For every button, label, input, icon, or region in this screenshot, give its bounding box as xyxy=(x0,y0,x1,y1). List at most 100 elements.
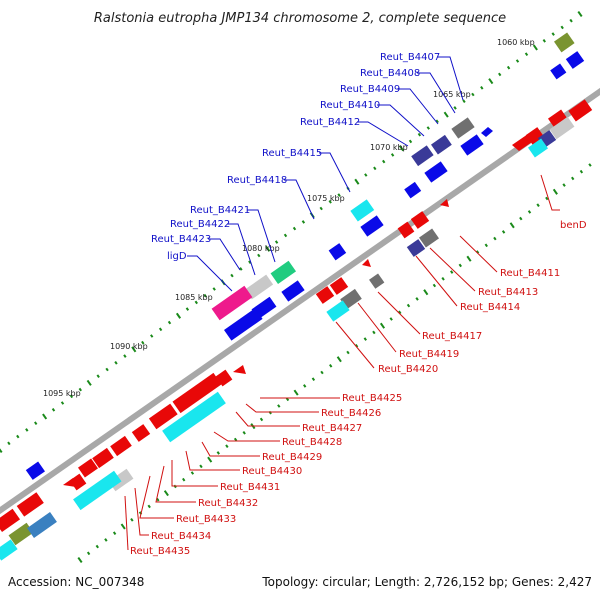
label-Reut_B4413[interactable]: Reut_B4413 xyxy=(478,287,538,298)
inner-tick-mark xyxy=(86,551,91,556)
label-Reut_B4407[interactable]: Reut_B4407 xyxy=(380,52,440,63)
gene-red-b[interactable] xyxy=(548,109,568,129)
label-Reut_B4415[interactable]: Reut_B4415 xyxy=(262,148,322,159)
gene-grey-d[interactable] xyxy=(340,288,362,310)
tick-label-1090: 1090 kbp xyxy=(110,342,148,351)
outer-tick-mark xyxy=(60,401,65,405)
gene-navy-a[interactable] xyxy=(431,134,452,155)
label-Reut_B4425[interactable]: Reut_B4425 xyxy=(342,393,402,404)
gene-red-m[interactable] xyxy=(172,372,222,414)
gene-red-o[interactable] xyxy=(131,424,151,442)
label-Reut_B4412[interactable]: Reut_B4412 xyxy=(300,117,360,128)
gene-cyan-d[interactable] xyxy=(326,300,350,322)
gene-red-g[interactable] xyxy=(397,221,415,239)
gene-cyan-b[interactable] xyxy=(0,539,18,561)
outer-tick-mark xyxy=(532,44,538,51)
gene-blue-h[interactable] xyxy=(328,243,347,261)
gene-red-f[interactable] xyxy=(410,211,430,229)
gene-olive[interactable] xyxy=(554,32,575,53)
gene-blue-i[interactable] xyxy=(281,280,305,302)
gene-cyan-f[interactable] xyxy=(73,470,122,511)
outer-tick-mark xyxy=(131,346,137,353)
gene-blue-g[interactable] xyxy=(360,215,384,237)
label-Reut_B4423[interactable]: Reut_B4423 xyxy=(151,234,211,245)
inner-tick-mark xyxy=(415,297,419,301)
label-Reut_B4433[interactable]: Reut_B4433 xyxy=(176,514,236,525)
gene-cyan-c[interactable] xyxy=(528,138,548,158)
gene-blue-c[interactable] xyxy=(481,127,493,137)
outer-tick-mark xyxy=(51,407,56,412)
gene-blue-l[interactable] xyxy=(25,461,45,480)
gene-grey-c[interactable] xyxy=(369,273,385,289)
gene-blue-d[interactable] xyxy=(460,134,484,156)
gene-red-p[interactable] xyxy=(110,435,132,457)
label-Reut_B4427[interactable]: Reut_B4427 xyxy=(302,423,362,434)
gene-steelblue[interactable] xyxy=(27,512,57,538)
outer-tick-mark xyxy=(319,206,323,211)
gene-red-k[interactable] xyxy=(233,365,246,374)
label-Reut_B4430[interactable]: Reut_B4430 xyxy=(242,466,302,477)
gene-blue-b[interactable] xyxy=(550,63,567,80)
inner-tick-mark xyxy=(588,163,592,167)
map-title: Ralstonia eutropha JMP134 chromosome 2, … xyxy=(94,11,506,26)
gene-red-i[interactable] xyxy=(329,277,349,295)
label-Reut_B4429[interactable]: Reut_B4429 xyxy=(262,452,322,463)
gene-grey-a[interactable] xyxy=(451,117,475,139)
label-Reut_B4431[interactable]: Reut_B4431 xyxy=(220,482,280,493)
gene-red-d[interactable] xyxy=(525,127,545,145)
label-Reut_B4426[interactable]: Reut_B4426 xyxy=(321,408,381,419)
label-Reut_B4418[interactable]: Reut_B4418 xyxy=(227,175,287,186)
label-Reut_B4420[interactable]: Reut_B4420 xyxy=(378,364,438,375)
gene-blue-f[interactable] xyxy=(404,181,422,199)
label-Reut_B4421[interactable]: Reut_B4421 xyxy=(190,205,250,216)
label-Reut_B4428[interactable]: Reut_B4428 xyxy=(282,437,342,448)
gene-red-j[interactable] xyxy=(315,286,335,304)
outer-tick-mark xyxy=(453,106,457,110)
gene-blue-k[interactable] xyxy=(223,308,263,341)
gene-grey-b[interactable] xyxy=(419,228,439,248)
gene-blue-e[interactable] xyxy=(424,161,448,183)
label-Reut_B4419[interactable]: Reut_B4419 xyxy=(399,349,459,360)
label-Reut_B4411[interactable]: Reut_B4411 xyxy=(500,268,560,279)
gene-olive-b[interactable] xyxy=(8,522,34,546)
gene-red-r[interactable] xyxy=(78,458,98,478)
label-Reut_B4422[interactable]: Reut_B4422 xyxy=(170,219,230,230)
gene-lightgrey[interactable] xyxy=(244,274,274,300)
label-Reut_B4409[interactable]: Reut_B4409 xyxy=(340,84,400,95)
gene-green[interactable] xyxy=(270,260,297,285)
gene-navy-b[interactable] xyxy=(411,145,434,167)
gene-red-e[interactable] xyxy=(440,199,449,207)
label-ligD[interactable]: ligD xyxy=(167,251,187,262)
outer-tick-mark xyxy=(364,173,368,177)
gene-red-h[interactable] xyxy=(362,259,371,267)
inner-tick-mark xyxy=(519,216,523,221)
inner-tick-mark xyxy=(484,243,488,248)
label-Reut_B4435[interactable]: Reut_B4435 xyxy=(130,546,190,557)
label-Reut_B4434[interactable]: Reut_B4434 xyxy=(151,531,211,542)
outer-tick-mark xyxy=(471,92,475,97)
gene-navy-d[interactable] xyxy=(406,239,426,257)
gene-red-n[interactable] xyxy=(148,403,178,430)
gene-red-q[interactable] xyxy=(92,447,114,469)
label-benD[interactable]: benD xyxy=(560,220,587,231)
outer-tick-mark xyxy=(25,428,29,432)
gene-red-u[interactable] xyxy=(16,492,44,517)
gene-cyan-a[interactable] xyxy=(350,199,375,222)
outer-tick-mark xyxy=(175,312,182,319)
tick-label-1095: 1095 kbp xyxy=(43,389,81,398)
label-Reut_B4410[interactable]: Reut_B4410 xyxy=(320,100,380,111)
label-Reut_B4417[interactable]: Reut_B4417 xyxy=(422,331,482,342)
gene-red-t[interactable] xyxy=(69,473,87,491)
label-Reut_B4414[interactable]: Reut_B4414 xyxy=(460,302,520,313)
gene-red-a[interactable] xyxy=(568,99,593,122)
gene-red-v[interactable] xyxy=(0,508,21,533)
inner-tick-mark xyxy=(104,538,108,542)
gene-blue-a[interactable] xyxy=(565,51,585,69)
label-Reut_B4408[interactable]: Reut_B4408 xyxy=(360,68,420,79)
label-Reut_B4432[interactable]: Reut_B4432 xyxy=(198,498,258,509)
outer-tick-mark xyxy=(167,320,172,325)
gene-lightgrey-b[interactable] xyxy=(549,116,575,140)
gene-cyan-e[interactable] xyxy=(162,391,226,443)
gene-magenta[interactable] xyxy=(211,285,253,321)
inner-tick-mark xyxy=(552,188,558,195)
